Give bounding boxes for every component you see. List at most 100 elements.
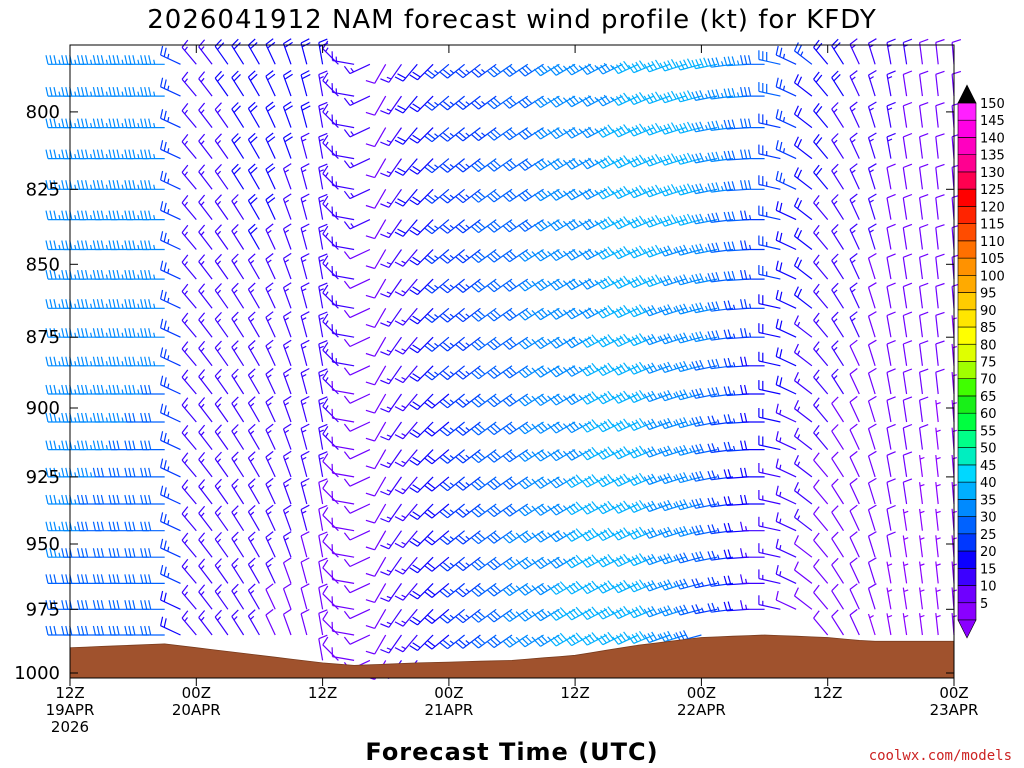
barb-full-tick	[727, 575, 732, 585]
barb-full-tick	[412, 642, 421, 649]
barb-full-tick	[486, 371, 495, 379]
barb-full-tick	[61, 269, 65, 280]
wind-barb	[659, 122, 686, 135]
barb-full-tick	[565, 612, 573, 621]
barb-full-tick	[477, 451, 486, 459]
barb-full-tick	[65, 467, 69, 478]
barb-half-tick	[121, 91, 124, 97]
barb-half-tick	[319, 199, 324, 203]
barb-full-tick	[549, 282, 557, 291]
wind-barb	[793, 167, 813, 190]
barb-half-tick	[386, 76, 392, 80]
barb-full-tick	[509, 250, 517, 258]
barb-staff	[247, 317, 260, 338]
wind-barb	[365, 503, 387, 524]
barb-full-tick	[380, 597, 390, 602]
wind-barb	[675, 525, 702, 537]
barb-full-tick	[283, 38, 292, 45]
barb-full-tick	[667, 605, 673, 614]
barb-full-tick	[458, 587, 467, 595]
barb-half-tick	[434, 164, 439, 169]
barb-full-tick	[100, 240, 104, 250]
barb-full-tick	[61, 467, 65, 478]
barb-staff	[813, 617, 829, 636]
barb-half-tick	[319, 229, 324, 233]
barb-staff	[282, 316, 292, 338]
barb-half-tick	[465, 370, 470, 375]
barb-full-tick	[181, 134, 189, 143]
barb-full-tick	[181, 452, 189, 461]
wind-barb	[265, 450, 276, 478]
barb-full-tick	[318, 311, 328, 317]
barb-full-tick	[412, 165, 421, 172]
barb-full-tick	[699, 243, 705, 253]
wind-barb	[140, 548, 165, 558]
barb-full-tick	[365, 381, 375, 386]
barb-half-tick	[465, 224, 470, 229]
barb-full-tick	[322, 611, 329, 620]
wind-barb	[318, 423, 328, 450]
barb-full-tick	[591, 580, 599, 589]
barb-full-tick	[439, 196, 448, 204]
wind-barb	[549, 158, 576, 171]
barb-half-tick	[267, 457, 272, 462]
barb-half-tick	[74, 214, 77, 220]
barb-staff	[374, 127, 387, 147]
barb-full-tick	[477, 160, 486, 168]
barb-full-tick	[623, 60, 630, 69]
barb-full-tick	[318, 253, 328, 258]
barb-full-tick	[623, 605, 630, 614]
barb-staff	[265, 537, 276, 558]
barb-full-tick	[397, 136, 406, 142]
wind-barb	[265, 253, 276, 280]
barb-full-tick	[675, 474, 681, 483]
wind-barb	[322, 313, 339, 338]
wind-barb	[247, 340, 260, 367]
barb-full-tick	[584, 65, 592, 73]
barb-full-tick	[247, 193, 256, 201]
barb-full-tick	[96, 625, 100, 636]
wind-barb	[247, 163, 260, 190]
wind-barb	[343, 188, 371, 200]
barb-full-tick	[265, 395, 274, 403]
barb-full-tick	[670, 122, 677, 131]
barb-full-tick	[163, 202, 167, 213]
barb-full-tick	[600, 219, 607, 228]
barb-full-tick	[443, 69, 451, 77]
barb-full-tick	[112, 384, 116, 395]
barb-full-tick	[409, 540, 418, 547]
barb-full-tick	[181, 558, 189, 567]
barb-full-tick	[797, 229, 803, 239]
wind-barb	[707, 550, 734, 561]
barb-full-tick	[631, 126, 638, 135]
barb-full-tick	[77, 328, 81, 338]
barb-half-tick	[121, 184, 124, 190]
barb-full-tick	[148, 55, 152, 65]
barb-full-tick	[61, 625, 65, 636]
wind-barb	[409, 449, 434, 466]
wind-barb	[793, 454, 813, 478]
barb-half-tick	[90, 122, 93, 128]
wind-barb	[322, 342, 339, 367]
barb-full-tick	[572, 158, 580, 166]
barb-staff	[813, 459, 829, 478]
barb-full-tick	[247, 70, 256, 78]
barb-full-tick	[731, 56, 736, 66]
barb-half-tick	[90, 214, 93, 220]
wind-barb	[549, 503, 576, 516]
barb-full-tick	[565, 397, 573, 405]
barb-half-tick	[673, 277, 677, 283]
barb-full-tick	[556, 219, 564, 228]
barb-half-tick	[386, 378, 392, 382]
barb-half-tick	[673, 608, 677, 613]
wind-barb	[45, 384, 70, 395]
barb-full-tick	[740, 210, 744, 220]
wind-barb	[282, 557, 292, 584]
wind-barb	[198, 133, 213, 159]
barb-full-tick	[572, 503, 580, 512]
barb-half-tick	[704, 125, 708, 130]
barb-staff	[322, 593, 339, 610]
barb-full-tick	[181, 71, 189, 80]
barb-half-tick	[249, 430, 255, 435]
wind-barb	[565, 63, 592, 76]
